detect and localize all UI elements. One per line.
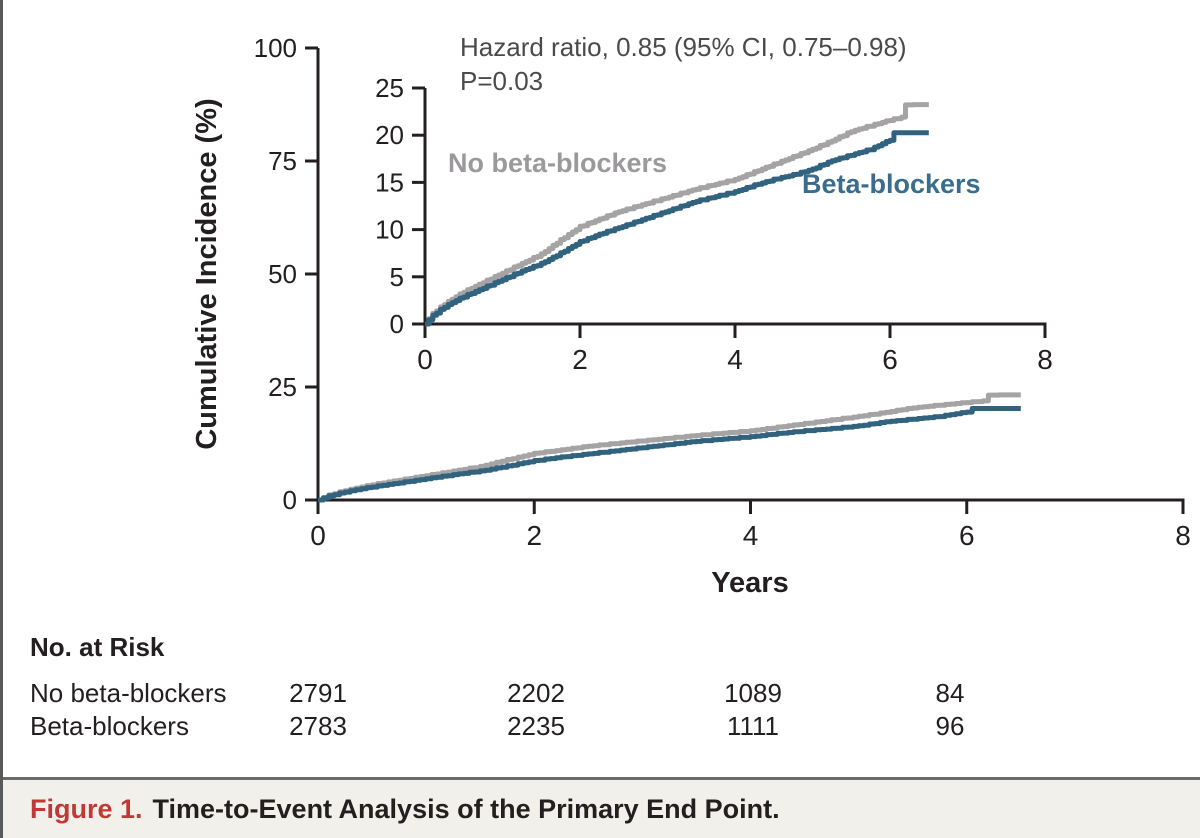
risk-value: 84 [935, 678, 965, 708]
risk-value: 1089 [724, 678, 782, 708]
legend-beta-blockers: Beta-blockers [802, 169, 981, 199]
main-x-tick-label: 6 [959, 520, 975, 551]
main-y-tick-label: 25 [268, 372, 297, 402]
risk-value: 2235 [507, 711, 565, 741]
y-axis-title: Cumulative Incidence (%) [191, 98, 223, 449]
inset-x-tick-label: 2 [572, 344, 588, 375]
main-y-tick-label: 50 [268, 259, 297, 289]
caption-figure-label: Figure 1. [30, 793, 143, 824]
main-y-tick-label: 100 [254, 33, 297, 63]
annotation-hazard-ratio: Hazard ratio, 0.85 (95% CI, 0.75–0.98) [460, 32, 907, 62]
inset-x-tick-label: 4 [727, 344, 743, 375]
caption-divider [0, 777, 1200, 780]
main-x-tick-label: 0 [310, 520, 326, 551]
main-x-tick-label: 8 [1175, 520, 1191, 551]
annotation-p-value: P=0.03 [460, 66, 543, 96]
inset-y-tick-label: 20 [375, 120, 404, 150]
figure-caption: Figure 1. Time-to-Event Analysis of the … [0, 780, 1200, 838]
risk-value: 2791 [289, 678, 347, 708]
risk-row-label-no-beta-blockers: No beta-blockers [30, 678, 227, 708]
main-x-tick-label: 2 [526, 520, 542, 551]
inset-curve-beta-blockers [425, 130, 932, 327]
inset-y-tick-label: 5 [390, 262, 404, 292]
inset-x-tick-label: 8 [1037, 344, 1053, 375]
inset-y-tick-label: 0 [390, 309, 404, 339]
inset-y-tick-label: 15 [375, 167, 404, 197]
risk-value: 2202 [507, 678, 565, 708]
risk-value: 2783 [289, 711, 347, 741]
risk-value: 1111 [726, 711, 780, 741]
figure-left-border [0, 0, 3, 838]
risk-value: 96 [935, 711, 965, 741]
main-x-tick-label: 4 [743, 520, 759, 551]
inset-curve-no-beta-blockers [425, 102, 932, 327]
main-y-tick-label: 0 [283, 485, 297, 515]
caption-figure-text: Time-to-Event Analysis of the Primary En… [152, 793, 780, 824]
inset-y-tick-label: 25 [375, 73, 404, 103]
inset-x-tick-label: 0 [417, 344, 433, 375]
inset-x-tick-label: 6 [882, 344, 898, 375]
main-curve-beta-blockers [318, 406, 1021, 503]
main-curve-no-beta-blockers [318, 392, 1021, 503]
legend-no-beta-blockers: No beta-blockers [448, 148, 667, 178]
km-chart: Cumulative Incidence (%) Years Hazard ra… [191, 32, 1191, 599]
main-y-tick-label: 75 [268, 146, 297, 176]
inset-y-tick-label: 10 [375, 215, 404, 245]
x-axis-title: Years [711, 567, 788, 599]
risk-table-title: No. at Risk [30, 632, 165, 662]
risk-row-label-beta-blockers: Beta-blockers [30, 711, 189, 741]
